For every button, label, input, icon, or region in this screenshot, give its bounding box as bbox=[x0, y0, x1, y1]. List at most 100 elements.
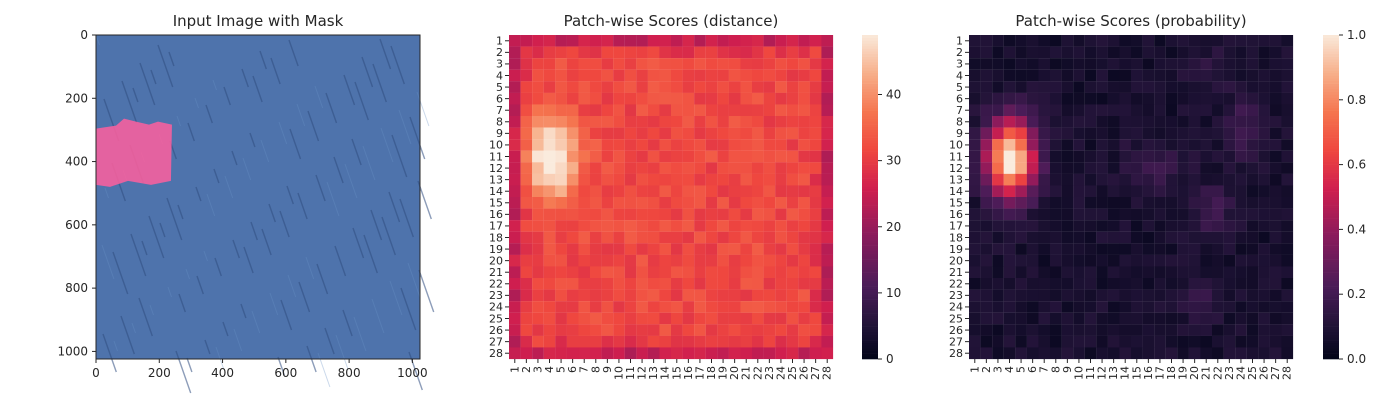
heatmap-cell bbox=[1084, 324, 1097, 336]
colorbar-segment bbox=[1323, 56, 1339, 60]
heatmap-cell bbox=[1015, 220, 1027, 232]
heatmap-cell bbox=[1050, 254, 1062, 267]
colorbar-segment bbox=[1323, 240, 1339, 244]
heatmap-cell bbox=[590, 231, 602, 244]
row-tick-label: 2 bbox=[956, 46, 963, 59]
heatmap-cell bbox=[555, 335, 567, 348]
colorbar-segment bbox=[1323, 45, 1339, 49]
heatmap-cell bbox=[543, 335, 556, 348]
colorbar-segment bbox=[862, 334, 878, 338]
heatmap-cell bbox=[1073, 185, 1085, 198]
heatmap-cell bbox=[1223, 289, 1236, 302]
heatmap-cell bbox=[1235, 185, 1247, 198]
col-tick-label: 22 bbox=[751, 366, 764, 380]
heatmap-cell bbox=[1246, 243, 1259, 255]
heatmap-cell bbox=[752, 220, 764, 232]
heatmap-cell bbox=[659, 324, 672, 336]
heatmap-cell bbox=[1258, 278, 1270, 290]
heatmap-cell bbox=[1096, 162, 1108, 174]
heatmap-cell bbox=[1096, 208, 1108, 221]
row-tick-label: 9 bbox=[496, 127, 503, 140]
heatmap-cell bbox=[728, 266, 741, 279]
heatmap-cell bbox=[1096, 347, 1108, 360]
heatmap-cell bbox=[786, 46, 799, 59]
heatmap-cell bbox=[624, 58, 637, 70]
heatmap-cell bbox=[532, 81, 544, 93]
heatmap-cell bbox=[1212, 92, 1224, 105]
heatmap-cell bbox=[1165, 46, 1178, 59]
heatmap-cell bbox=[671, 324, 683, 336]
heatmap-cell bbox=[624, 347, 637, 360]
row-tick-label: 5 bbox=[956, 81, 963, 94]
row-tick-label: 26 bbox=[949, 324, 963, 337]
heatmap-cell bbox=[1246, 173, 1259, 186]
heatmap-cell bbox=[1269, 254, 1282, 267]
heatmap-cell bbox=[798, 301, 810, 313]
heatmap-cell bbox=[1061, 243, 1074, 255]
heatmap-cell bbox=[1281, 312, 1294, 325]
heatmap-cell bbox=[1188, 335, 1201, 348]
heatmap-cell bbox=[1073, 104, 1085, 117]
heatmap-cell bbox=[1258, 243, 1270, 255]
heatmap-cell bbox=[1050, 127, 1062, 140]
heatmap-cell bbox=[1200, 81, 1213, 93]
heatmap-cell bbox=[821, 278, 834, 290]
heatmap-cell bbox=[659, 127, 672, 140]
heatmap-cell bbox=[992, 139, 1004, 151]
colorbar-segment bbox=[1323, 242, 1339, 246]
heatmap-cell bbox=[1131, 197, 1143, 209]
heatmap-cell bbox=[798, 243, 810, 255]
heatmap-cell bbox=[1107, 104, 1120, 117]
heatmap-cell bbox=[1235, 46, 1247, 59]
heatmap-cell bbox=[682, 231, 695, 244]
heatmap-cell bbox=[1107, 266, 1120, 279]
heatmap-cell bbox=[555, 197, 567, 209]
heatmap-cell bbox=[1165, 254, 1178, 267]
heatmap-cell bbox=[1026, 116, 1039, 128]
heatmap-cell bbox=[809, 150, 822, 163]
colorbar-segment bbox=[1323, 305, 1339, 308]
heatmap-cell bbox=[1258, 197, 1270, 209]
heatmap-cell bbox=[1061, 139, 1074, 151]
heatmap-cell bbox=[590, 150, 602, 163]
heatmap-cell bbox=[601, 162, 614, 174]
heatmap-cell bbox=[566, 92, 579, 105]
heatmap-cell bbox=[1165, 104, 1178, 117]
heatmap-cell bbox=[659, 185, 672, 198]
heatmap-cell bbox=[1246, 289, 1259, 302]
heatmap-cell bbox=[1050, 197, 1062, 209]
heatmap-cell bbox=[969, 35, 981, 47]
heatmap-cell bbox=[1200, 208, 1213, 221]
colorbar-segment bbox=[862, 80, 878, 84]
fabric-streak bbox=[132, 87, 139, 103]
heatmap-cell bbox=[694, 46, 706, 59]
fabric-streak bbox=[305, 256, 315, 280]
fabric-streak bbox=[176, 115, 181, 127]
col-tick-label: 3 bbox=[991, 366, 1004, 373]
heatmap-cell bbox=[786, 116, 799, 128]
heatmap-cell bbox=[1154, 35, 1166, 47]
heatmap-cell bbox=[1003, 116, 1016, 128]
heatmap-cell bbox=[1269, 46, 1282, 59]
heatmap-cell bbox=[1281, 150, 1294, 163]
heatmap-cell bbox=[1142, 58, 1155, 70]
row-tick-label: 11 bbox=[489, 150, 503, 163]
heatmap-cell bbox=[717, 92, 729, 105]
heatmap-cell bbox=[647, 35, 660, 47]
heatmap-cell bbox=[717, 35, 729, 47]
heatmap-cell bbox=[1154, 139, 1166, 151]
heatmap-cell bbox=[1073, 127, 1085, 140]
heatmap-cell bbox=[1119, 266, 1132, 279]
col-tick-label: 7 bbox=[578, 366, 591, 373]
heatmap-cell bbox=[1015, 243, 1027, 255]
heatmap-cell bbox=[786, 35, 799, 47]
heatmap-cell bbox=[636, 69, 648, 82]
heatmap-cell bbox=[1061, 69, 1074, 82]
heatmap-cell bbox=[1223, 104, 1236, 117]
colorbar-segment bbox=[862, 153, 878, 157]
heatmap-cell bbox=[763, 35, 776, 47]
heatmap-cell bbox=[1015, 324, 1027, 336]
heatmap-cell bbox=[992, 35, 1004, 47]
colorbar-segment bbox=[1323, 62, 1339, 65]
heatmap-cell bbox=[752, 347, 764, 360]
